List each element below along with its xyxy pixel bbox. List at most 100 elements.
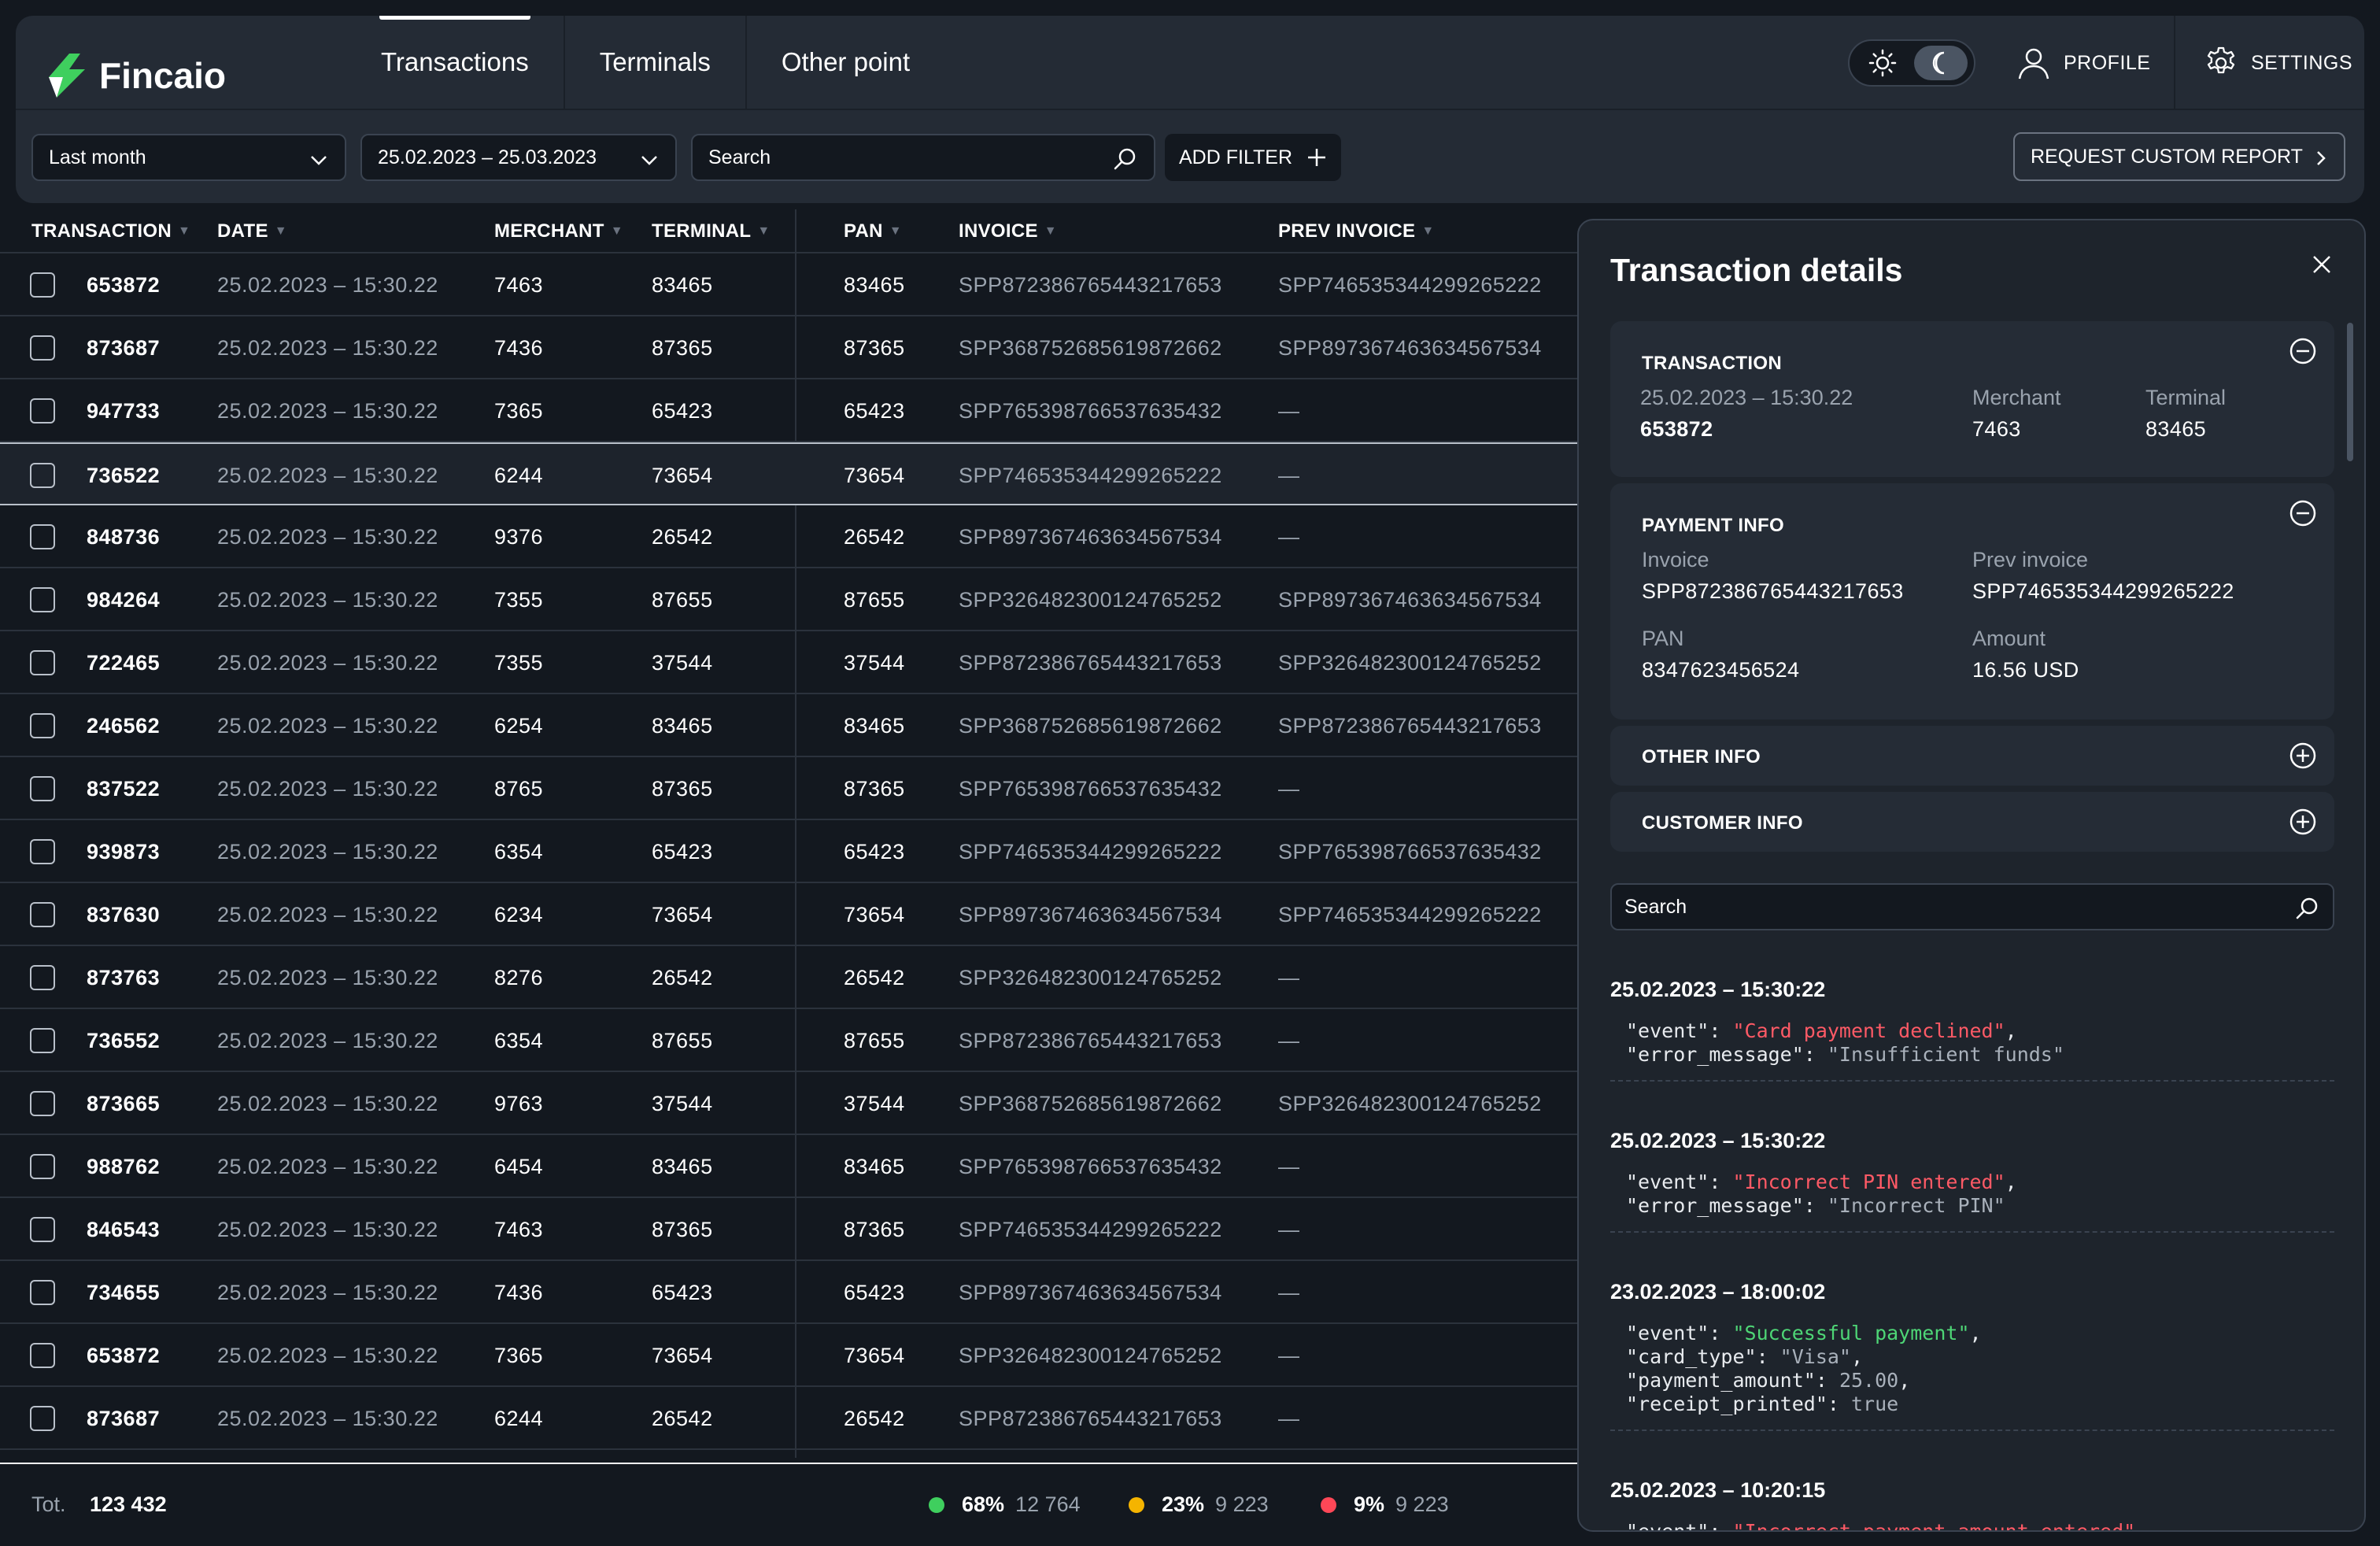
tab-transactions[interactable]: Transactions xyxy=(346,16,564,109)
search-input[interactable]: Search xyxy=(691,134,1155,181)
cell-transaction: 873687 xyxy=(87,335,161,360)
expand-icon[interactable] xyxy=(2289,742,2317,770)
cell-invoice: SPP368752685619872662 xyxy=(959,1091,1222,1115)
table-row[interactable]: 873665 25.02.2023 – 15:30.22 9763 37544 … xyxy=(0,1072,1582,1135)
row-checkbox[interactable] xyxy=(30,713,55,738)
app-name: Fincaio xyxy=(99,55,227,96)
request-custom-report-button[interactable]: REQUEST CUSTOM REPORT xyxy=(2013,132,2345,181)
cell-invoice: SPP746535344299265222 xyxy=(959,1217,1222,1241)
settings-button[interactable]: SETTINGS xyxy=(2204,39,2352,87)
sort-icon[interactable]: ▼ xyxy=(1421,224,1435,238)
customer-info-card[interactable]: CUSTOMER INFO xyxy=(1610,792,2334,852)
sort-icon[interactable]: ▼ xyxy=(1044,224,1057,238)
table-row[interactable]: 873687 25.02.2023 – 15:30.22 6244 26542 … xyxy=(0,1387,1582,1450)
col-merchant[interactable]: MERCHANT ▼ xyxy=(494,209,623,253)
row-checkbox[interactable] xyxy=(30,1406,55,1431)
user-icon xyxy=(2018,48,2049,80)
sort-icon[interactable]: ▼ xyxy=(757,224,771,238)
log-search-input[interactable]: Search xyxy=(1610,883,2334,930)
tab-terminals[interactable]: Terminals xyxy=(599,47,711,76)
row-checkbox[interactable] xyxy=(30,524,55,549)
sort-icon[interactable]: ▼ xyxy=(610,224,623,238)
expand-icon[interactable] xyxy=(2289,808,2317,836)
add-filter-button[interactable]: ADD FILTER xyxy=(1165,134,1341,181)
other-info-card[interactable]: OTHER INFO xyxy=(1610,726,2334,786)
logo[interactable]: Fincaio xyxy=(46,54,226,98)
col-pan[interactable]: PAN ▼ xyxy=(844,209,902,253)
sort-icon[interactable]: ▼ xyxy=(889,224,902,238)
table-row[interactable]: 988762 25.02.2023 – 15:30.22 6454 83465 … xyxy=(0,1135,1582,1198)
table-row[interactable]: 947733 25.02.2023 – 15:30.22 7365 65423 … xyxy=(0,379,1582,442)
cell-merchant: 6244 xyxy=(494,1406,544,1430)
cell-pan: 87365 xyxy=(844,1217,905,1241)
table-row[interactable]: 873763 25.02.2023 – 15:30.22 8276 26542 … xyxy=(0,946,1582,1009)
col-transaction[interactable]: TRANSACTION ▼ xyxy=(31,209,190,253)
cell-transaction: 873687 xyxy=(87,1406,161,1430)
profile-button[interactable]: PROFILE xyxy=(2016,39,2150,87)
table-row[interactable]: 984264 25.02.2023 – 15:30.22 7355 87655 … xyxy=(0,568,1582,631)
row-checkbox[interactable] xyxy=(30,839,55,864)
card-title: PAYMENT INFO xyxy=(1642,515,1784,536)
row-checkbox[interactable] xyxy=(30,398,55,423)
row-checkbox[interactable] xyxy=(30,1154,55,1179)
table-row[interactable]: 837522 25.02.2023 – 15:30.22 8765 87365 … xyxy=(0,757,1582,820)
sort-icon[interactable]: ▼ xyxy=(274,224,287,238)
row-checkbox[interactable] xyxy=(30,1028,55,1053)
close-icon[interactable] xyxy=(2311,253,2333,276)
table-row[interactable]: 734655 25.02.2023 – 15:30.22 7436 65423 … xyxy=(0,1261,1582,1324)
cell-transaction: 246562 xyxy=(87,713,161,738)
tab-other-point[interactable]: Other point xyxy=(781,47,911,76)
log-line: "payment_amount": 25.00, xyxy=(1626,1369,1911,1392)
table-row[interactable]: 736522 25.02.2023 – 15:30.22 6244 73654 … xyxy=(0,442,1582,505)
period-select[interactable]: Last month xyxy=(31,134,346,181)
date-range-select[interactable]: 25.02.2023 – 25.03.2023 xyxy=(360,134,677,181)
table-row[interactable]: 653872 25.02.2023 – 15:30.22 7365 73654 … xyxy=(0,1324,1582,1387)
invoice-value: SPP872386765443217653 xyxy=(1642,579,1904,603)
theme-toggle[interactable] xyxy=(1848,39,1975,87)
collapse-icon[interactable] xyxy=(2289,499,2317,527)
cell-merchant: 7365 xyxy=(494,398,544,423)
col-prev-invoice[interactable]: PREV INVOICE ▼ xyxy=(1278,209,1434,253)
row-checkbox[interactable] xyxy=(30,902,55,927)
cell-invoice: SPP326482300124765252 xyxy=(959,965,1222,989)
period-value: Last month xyxy=(49,146,146,168)
light-mode-option[interactable] xyxy=(1856,46,1909,80)
row-checkbox[interactable] xyxy=(30,650,55,675)
col-date[interactable]: DATE ▼ xyxy=(217,209,287,253)
table-row[interactable]: 246562 25.02.2023 – 15:30.22 6254 83465 … xyxy=(0,694,1582,757)
table-row[interactable]: 939873 25.02.2023 – 15:30.22 6354 65423 … xyxy=(0,820,1582,883)
table-row[interactable]: 873687 25.02.2023 – 15:30.22 7436 87365 … xyxy=(0,316,1582,379)
row-checkbox[interactable] xyxy=(30,965,55,990)
cell-date: 25.02.2023 – 15:30.22 xyxy=(217,839,438,864)
cell-prev-invoice: — xyxy=(1278,463,1300,487)
table-row[interactable]: 736552 25.02.2023 – 15:30.22 6354 87655 … xyxy=(0,1009,1582,1072)
row-checkbox[interactable] xyxy=(30,272,55,298)
panel-scrollbar[interactable] xyxy=(2347,323,2353,461)
row-checkbox[interactable] xyxy=(30,776,55,801)
cell-terminal: 37544 xyxy=(652,650,713,675)
dark-mode-option[interactable] xyxy=(1914,46,1968,80)
col-invoice[interactable]: INVOICE ▼ xyxy=(959,209,1057,253)
cell-transaction: 848736 xyxy=(87,524,161,549)
row-checkbox[interactable] xyxy=(30,1343,55,1368)
sort-icon[interactable]: ▼ xyxy=(177,224,191,238)
row-checkbox[interactable] xyxy=(30,335,55,361)
table-row[interactable]: 846543 25.02.2023 – 15:30.22 7463 87365 … xyxy=(0,1198,1582,1261)
table-row[interactable]: 653872 25.02.2023 – 15:30.22 7463 83465 … xyxy=(0,253,1582,316)
cell-date: 25.02.2023 – 15:30.22 xyxy=(217,902,438,926)
row-checkbox[interactable] xyxy=(30,1280,55,1305)
table-row[interactable]: 722465 25.02.2023 – 15:30.22 7355 37544 … xyxy=(0,631,1582,694)
collapse-icon[interactable] xyxy=(2289,337,2317,365)
row-checkbox[interactable] xyxy=(30,587,55,612)
transaction-id: 653872 xyxy=(1640,417,1713,441)
row-checkbox[interactable] xyxy=(30,463,55,488)
row-checkbox[interactable] xyxy=(30,1217,55,1242)
table-row[interactable]: 848736 25.02.2023 – 15:30.22 9376 26542 … xyxy=(0,505,1582,568)
stat-count: 9 223 xyxy=(1215,1492,1269,1516)
row-checkbox[interactable] xyxy=(30,1091,55,1116)
cell-terminal: 37544 xyxy=(652,1091,713,1115)
col-terminal[interactable]: TERMINAL ▼ xyxy=(652,209,771,253)
table-row[interactable]: 837630 25.02.2023 – 15:30.22 6234 73654 … xyxy=(0,883,1582,946)
cell-terminal: 87365 xyxy=(652,1217,713,1241)
cell-date: 25.02.2023 – 15:30.22 xyxy=(217,1406,438,1430)
